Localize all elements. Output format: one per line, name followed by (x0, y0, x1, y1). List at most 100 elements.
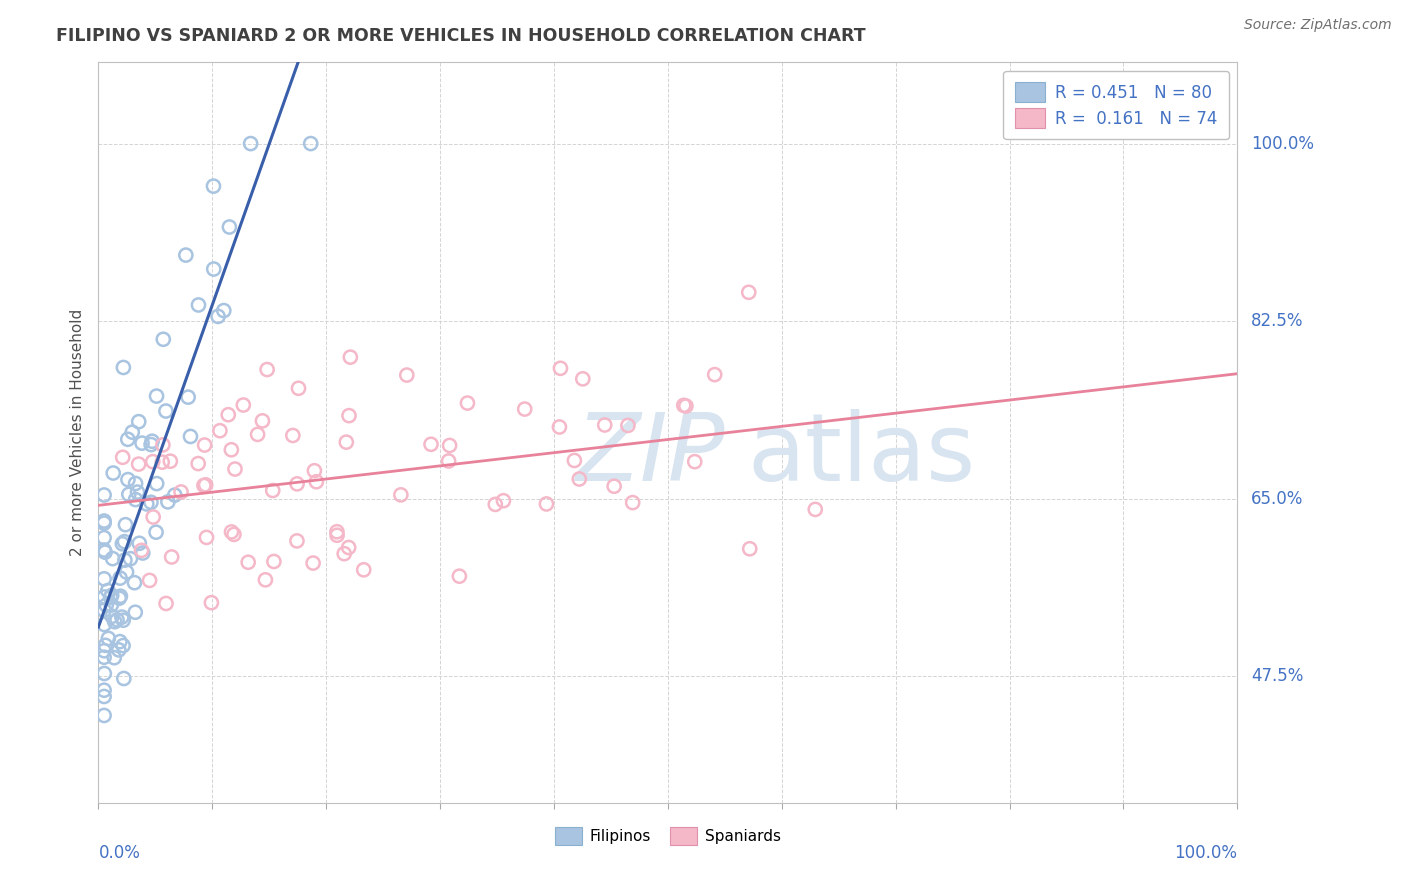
Point (159, 454, 181, 468)
Point (124, 476, 146, 491)
Point (675, 399, 697, 413)
Point (111, 610, 134, 624)
Point (93, 650, 115, 665)
Point (142, 510, 165, 524)
Point (163, 488, 186, 502)
Point (93, 543, 115, 558)
Point (93, 590, 115, 604)
Point (152, 332, 174, 346)
Point (155, 404, 177, 418)
Point (177, 390, 200, 404)
Point (94, 545, 117, 559)
Point (97, 632, 120, 646)
Point (103, 650, 125, 665)
Point (564, 453, 586, 467)
Point (145, 476, 167, 491)
Point (287, 381, 309, 395)
Point (548, 420, 571, 434)
Text: atlas: atlas (748, 409, 976, 500)
Point (202, 262, 225, 277)
Text: 0.0%: 0.0% (98, 844, 141, 862)
Point (304, 464, 326, 478)
Point (246, 427, 269, 442)
Point (254, 573, 277, 587)
Point (93, 516, 115, 530)
Point (150, 455, 173, 469)
Text: 100.0%: 100.0% (1174, 844, 1237, 862)
Point (194, 438, 217, 452)
Point (326, 524, 349, 539)
Point (108, 571, 131, 585)
Point (93, 644, 115, 658)
Point (339, 350, 361, 364)
Point (262, 483, 284, 498)
Point (115, 565, 138, 579)
Point (117, 473, 139, 487)
Point (221, 524, 243, 539)
Point (112, 360, 135, 375)
Point (112, 613, 135, 627)
Point (128, 536, 150, 550)
Point (141, 434, 163, 449)
Point (337, 409, 360, 423)
Point (804, 502, 827, 516)
Text: 100.0%: 100.0% (1251, 135, 1315, 153)
Point (389, 488, 412, 502)
Point (299, 136, 322, 151)
Point (232, 398, 254, 412)
Point (94, 638, 117, 652)
Point (218, 219, 240, 234)
Point (124, 492, 146, 507)
Point (145, 525, 167, 540)
Point (263, 554, 285, 568)
Point (100, 598, 122, 612)
Point (114, 534, 136, 549)
Point (135, 497, 157, 511)
Point (93, 488, 115, 502)
Point (101, 551, 124, 566)
Point (97, 583, 120, 598)
Point (353, 563, 375, 577)
Point (202, 179, 225, 194)
Point (195, 530, 218, 544)
Point (194, 478, 217, 492)
Point (156, 495, 179, 509)
Point (252, 414, 274, 428)
Point (337, 541, 360, 555)
Text: 47.5%: 47.5% (1251, 667, 1303, 685)
Point (187, 298, 209, 312)
Point (93, 572, 115, 586)
Point (200, 596, 222, 610)
Point (285, 476, 308, 491)
Point (703, 368, 725, 382)
Point (93, 666, 115, 681)
Point (104, 615, 127, 629)
Point (683, 455, 706, 469)
Point (603, 479, 626, 493)
Point (152, 438, 174, 452)
Point (395, 368, 418, 382)
Point (335, 435, 357, 450)
Point (145, 389, 167, 403)
Point (208, 424, 231, 438)
Point (93, 603, 115, 617)
Point (131, 543, 153, 558)
Point (420, 437, 443, 451)
Point (738, 541, 761, 556)
Point (285, 533, 308, 548)
Point (110, 589, 132, 603)
Point (139, 495, 162, 509)
Point (93, 531, 115, 545)
Point (114, 553, 136, 567)
Point (222, 527, 245, 541)
Point (207, 310, 229, 324)
Point (174, 248, 197, 262)
Point (105, 613, 128, 627)
Point (302, 556, 325, 570)
Point (127, 485, 149, 500)
Point (484, 497, 506, 511)
Point (326, 528, 349, 542)
Point (121, 425, 143, 439)
Point (132, 546, 155, 560)
Point (193, 478, 215, 492)
